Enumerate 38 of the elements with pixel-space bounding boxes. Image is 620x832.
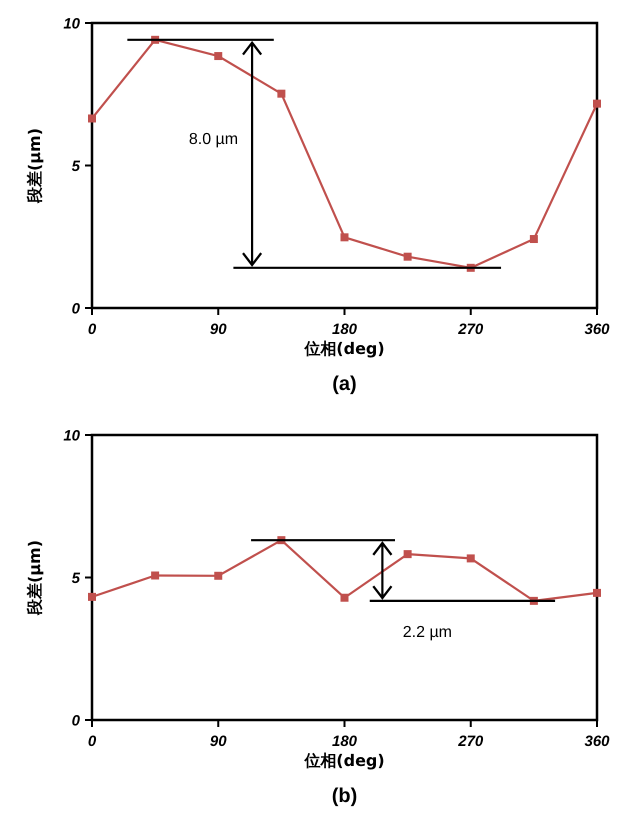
text: (b) bbox=[332, 785, 358, 807]
x-tick-label: 360 bbox=[584, 733, 610, 750]
point bbox=[340, 233, 348, 242]
x-tick-label: 270 bbox=[457, 321, 484, 338]
x-tick-label: 360 bbox=[584, 321, 610, 338]
point bbox=[340, 594, 348, 602]
y-tick-label: 5 bbox=[72, 570, 81, 587]
point bbox=[277, 90, 286, 98]
y-tick-label: 10 bbox=[63, 15, 81, 32]
point bbox=[404, 252, 412, 261]
y-tick-label: 0 bbox=[72, 300, 81, 318]
y-tick-label: 0 bbox=[72, 712, 81, 730]
x-tick-label: 90 bbox=[210, 321, 228, 338]
y-tick-label: 5 bbox=[72, 158, 81, 175]
x-tick-label: 0 bbox=[88, 321, 97, 338]
x-tick-label: 90 bbox=[210, 733, 228, 750]
x-tick-label: 0 bbox=[88, 733, 97, 750]
annotation: 2.2 µm bbox=[402, 624, 452, 641]
y-axis-title: 段差(μm) bbox=[25, 128, 44, 204]
point bbox=[214, 572, 222, 580]
x-tick-label: 270 bbox=[457, 733, 484, 750]
point bbox=[88, 592, 96, 601]
point bbox=[151, 572, 160, 580]
point bbox=[593, 100, 601, 108]
point bbox=[404, 550, 412, 558]
x-axis-title: 位相(deg) bbox=[303, 751, 385, 770]
point bbox=[593, 588, 601, 597]
y-axis-title: 段差(μm) bbox=[25, 540, 44, 616]
x-tick-label: 180 bbox=[332, 321, 358, 338]
point bbox=[466, 554, 475, 562]
annotation: 8.0 µm bbox=[188, 130, 238, 148]
y-tick-label: 10 bbox=[63, 427, 81, 444]
x-tick-label: 180 bbox=[332, 733, 358, 750]
point bbox=[88, 114, 96, 122]
point bbox=[530, 235, 538, 244]
x-axis-title: 位相(deg) bbox=[303, 339, 385, 358]
point bbox=[214, 52, 222, 60]
text: (a) bbox=[332, 373, 357, 395]
